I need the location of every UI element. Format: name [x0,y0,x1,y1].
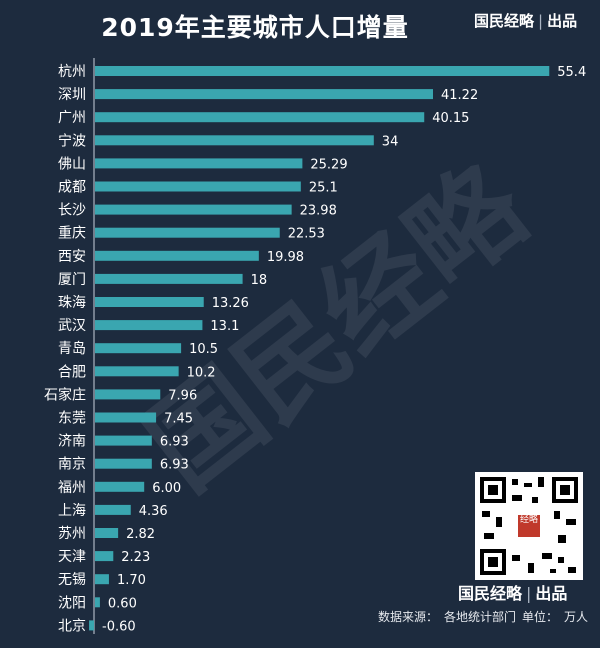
category-label: 武汉 [58,318,86,334]
value-label: 7.96 [168,388,197,403]
brand-suffix: 出品 [547,12,578,30]
value-label: 25.1 [309,181,338,196]
category-label: 宁波 [58,132,86,149]
value-label: 19.98 [267,250,304,265]
bar [95,66,550,76]
footer-brand-separator: | [526,584,532,603]
value-label: 6.93 [160,458,189,473]
bar [95,320,203,331]
category-label: 上海 [58,503,86,519]
brand-name: 国民经略 [474,12,535,30]
qr-code: 经略 [475,472,583,580]
value-label: 41.22 [441,88,478,103]
bar [95,273,243,284]
value-label: 22.53 [288,227,325,242]
category-label: 深圳 [58,87,86,103]
unit-label: 单位： [521,610,558,624]
category-label: 青岛 [58,341,86,357]
value-label: 25.29 [310,157,347,172]
value-label: 6.93 [160,435,189,450]
value-label: 10.5 [189,342,218,357]
bar [95,181,301,192]
value-label: 10.2 [187,365,216,380]
category-label: 合肥 [58,364,86,380]
bar [95,366,179,377]
category-label: 济南 [58,434,86,450]
bar [95,551,114,562]
value-label: 18 [251,273,268,288]
brand-separator: | [538,12,544,30]
brand-header: 国民经略 | 出品 [474,10,577,31]
footer-brand-name: 国民经略 [458,584,523,603]
value-label: 0.60 [108,596,137,611]
value-label: 55.4 [557,65,586,80]
category-label: 成都 [58,180,86,196]
bar [95,89,434,100]
category-label: 杭州 [58,64,86,80]
qr-logo: 经略 [516,513,542,539]
bar [95,574,109,585]
source-label: 数据来源： [377,610,438,624]
value-label: 4.36 [139,504,168,519]
bar [95,158,303,169]
bar [95,481,145,492]
category-label: 苏州 [58,526,86,542]
category-label: 东莞 [58,411,86,427]
bar [95,135,374,146]
bar [95,597,100,608]
value-label: 13.26 [212,296,249,311]
category-label: 佛山 [58,156,86,172]
value-label: 23.98 [300,204,337,219]
bar [95,504,131,515]
category-label: 重庆 [58,226,86,242]
value-label: 2.23 [121,550,150,565]
bar [95,435,152,446]
value-label: 1.70 [117,573,146,588]
category-label: 西安 [58,249,86,265]
bar [95,297,204,307]
bar [89,620,94,631]
bar [95,528,119,538]
value-label: 2.82 [126,527,155,542]
bar [95,227,280,238]
value-label: -0.60 [102,619,136,634]
category-label: 厦门 [58,272,86,288]
brand-footer: 国民经略 | 出品 [458,580,567,604]
bar [95,112,425,123]
qr-pattern [480,477,578,575]
value-label: 7.45 [164,412,193,427]
category-label: 南京 [58,457,86,473]
category-label: 福州 [58,480,86,496]
chart-title: 2019年主要城市人口增量 [101,13,409,42]
footer-brand-suffix: 出品 [535,584,568,603]
bar [95,250,259,261]
unit-value: 万人 [563,610,588,624]
category-label: 无锡 [58,572,86,588]
source-note: 数据来源： 各地统计部门 单位： 万人 [372,608,588,625]
value-label: 40.15 [432,111,469,126]
category-label: 天津 [58,549,86,565]
source-value: 各地统计部门 [443,610,516,624]
bar [95,389,161,400]
category-label: 长沙 [58,203,86,219]
category-label: 石家庄 [44,386,86,403]
value-label: 6.00 [152,481,181,496]
category-label: 珠海 [58,295,86,311]
value-label: 34 [382,134,399,149]
category-label: 沈阳 [58,595,86,611]
bar [95,343,182,354]
bar [95,412,157,423]
category-label: 广州 [58,110,86,126]
bar [95,458,152,469]
bar [95,204,292,215]
category-label: 北京 [58,618,86,634]
value-label: 13.1 [210,319,239,334]
